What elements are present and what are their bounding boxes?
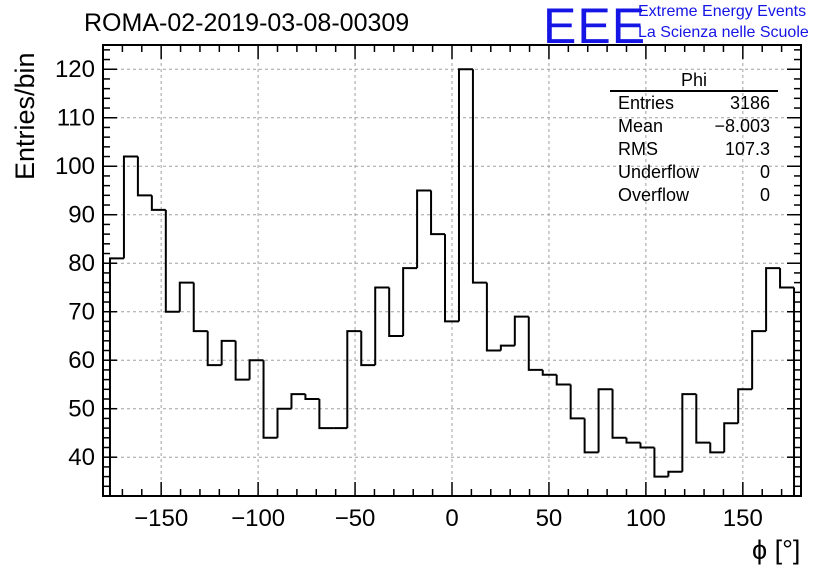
- histogram-bin: [108, 257, 124, 496]
- logo-subtitle-1: Extreme Energy Events: [638, 3, 807, 20]
- stats-label: Overflow: [618, 185, 690, 205]
- x-axis-label: ϕ [°]: [752, 535, 801, 565]
- stats-row-entries: Entries 3186: [610, 92, 778, 115]
- histogram-bin: [304, 394, 320, 401]
- grid-lines: [103, 45, 801, 496]
- stats-label: Underflow: [618, 162, 700, 182]
- histogram-bin: [402, 267, 418, 336]
- histogram-bin: [150, 195, 166, 211]
- stats-row-underflow: Underflow 0: [610, 161, 778, 184]
- x-tick-label: −100: [231, 505, 285, 532]
- histogram-bin: [765, 267, 781, 332]
- x-tick-label: 100: [626, 505, 666, 532]
- histogram-bin: [444, 234, 459, 323]
- histogram-bin: [122, 155, 138, 259]
- y-tick-label: 70: [68, 299, 95, 326]
- histogram-bin: [681, 393, 697, 472]
- histogram-bin: [499, 344, 515, 351]
- y-tick-label: 60: [68, 347, 95, 374]
- x-tick-label: 0: [445, 505, 458, 532]
- histogram-bin: [248, 359, 264, 380]
- x-tick-label: −150: [134, 505, 188, 532]
- histogram-bin: [625, 437, 641, 444]
- histogram-bin: [485, 282, 501, 352]
- y-tick-label: 120: [55, 56, 95, 83]
- y-tick-label: 40: [68, 444, 95, 471]
- histogram-bin: [220, 339, 236, 366]
- stats-row-overflow: Overflow 0: [610, 184, 778, 207]
- stats-row-mean: Mean −8.003: [610, 115, 778, 138]
- histogram-bin: [695, 394, 711, 444]
- histogram-bin: [779, 268, 795, 289]
- histogram-bin: [346, 330, 362, 429]
- histogram-bin: [234, 340, 250, 381]
- histogram-bin: [374, 286, 390, 366]
- histogram-bin: [583, 418, 599, 454]
- eee-logo-icon: EEE: [543, 0, 647, 54]
- histogram-bin: [723, 422, 739, 453]
- histogram-bin: [639, 442, 655, 449]
- stats-value: −8.003: [714, 116, 770, 136]
- x-tick-label: 50: [536, 505, 563, 532]
- histogram-bin: [136, 156, 152, 197]
- histogram-bin: [164, 209, 180, 313]
- x-axis-ticks: −150 −100 −50 0 50 100 150: [102, 45, 802, 532]
- histogram-bin: [541, 369, 557, 376]
- y-tick-label: 80: [68, 250, 95, 277]
- histogram-bin: [178, 281, 194, 312]
- y-tick-label: 110: [57, 105, 95, 132]
- histogram-bin: [611, 389, 627, 439]
- histogram-bin: [737, 388, 753, 424]
- histogram-bin: [360, 331, 376, 367]
- histogram-bin: [597, 388, 613, 453]
- y-tick-label: 50: [68, 396, 95, 423]
- histogram-bin: [290, 393, 306, 409]
- histogram-bin: [192, 282, 208, 333]
- stats-box: Phi Entries 3186 Mean −8.003 RMS 107.3 U…: [610, 70, 778, 207]
- stats-value: 3186: [729, 93, 770, 113]
- stats-label: Entries: [618, 93, 675, 113]
- stats-label: RMS: [618, 139, 658, 159]
- histogram-bin: [569, 384, 585, 420]
- logo-subtitle-2: La Scienza nelle Scuole: [638, 24, 809, 41]
- histogram-bin: [430, 190, 446, 236]
- histogram-bin: [709, 442, 725, 454]
- x-tick-label: −50: [335, 505, 376, 532]
- histogram-bin: [416, 189, 432, 269]
- y-tick-label: 100: [55, 153, 95, 180]
- histogram-bin: [262, 360, 278, 439]
- histogram-bin: [555, 374, 571, 386]
- histogram-bin: [667, 470, 683, 477]
- histogram-series: [108, 68, 796, 496]
- stats-value: 107.3: [724, 139, 770, 159]
- stats-label: Mean: [618, 116, 664, 136]
- chart-title: ROMA-02-2019-03-08-00309: [84, 9, 410, 37]
- histogram-bin: [751, 330, 767, 390]
- histogram-bin: [471, 69, 487, 284]
- y-tick-label: 90: [68, 202, 95, 229]
- histogram-bin: [513, 315, 529, 346]
- stats-value: 0: [759, 185, 770, 205]
- stats-row-rms: RMS 107.3: [610, 138, 778, 161]
- histogram-bin: [527, 316, 543, 371]
- stats-value: 0: [759, 162, 770, 182]
- histogram-bin: [318, 399, 334, 430]
- histogram-bin: [457, 68, 473, 322]
- histogram-bin: [653, 447, 669, 478]
- histogram-bin: [276, 407, 292, 438]
- y-axis-label: Entries/bin: [10, 52, 40, 180]
- stats-title: Phi: [610, 70, 778, 92]
- y-axis-ticks: 40 50 60 70 80 90 100 110 120: [55, 49, 801, 488]
- histogram-bin: [206, 331, 222, 367]
- x-tick-label: 150: [723, 505, 763, 532]
- histogram-bin: [388, 287, 404, 337]
